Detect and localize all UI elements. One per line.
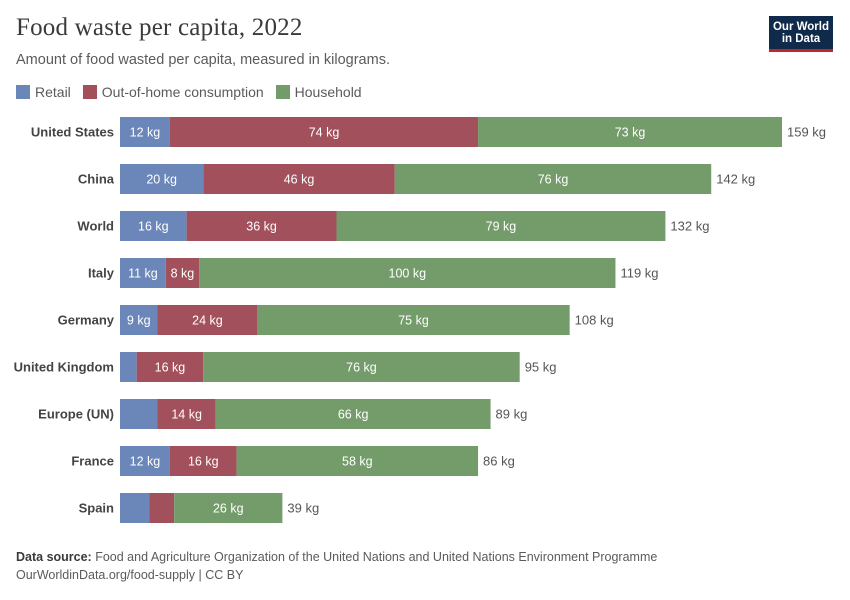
segment-label-china-out-of-home-consumption: 46 kg bbox=[284, 173, 315, 187]
bar-world-household[interactable] bbox=[336, 211, 666, 241]
legend-swatch-out-of-home bbox=[82, 85, 97, 99]
segment-label-china-household: 76 kg bbox=[538, 173, 569, 187]
legend: Retail Out-of-home consumption Household bbox=[16, 84, 374, 100]
bar-united-kingdom-household[interactable] bbox=[203, 352, 520, 382]
bar-france-out-of-home-consumption[interactable] bbox=[169, 446, 237, 476]
segment-label-france-retail: 12 kg bbox=[130, 455, 161, 469]
segment-label-united-kingdom-household: 76 kg bbox=[346, 361, 377, 375]
chart-subtitle: Amount of food wasted per capita, measur… bbox=[16, 52, 390, 68]
legend-label-household: Household bbox=[294, 84, 362, 100]
bar-italy-out-of-home-consumption[interactable] bbox=[165, 258, 200, 288]
bar-china-retail[interactable] bbox=[120, 164, 204, 194]
segment-label-europe-un-out-of-home-consumption: 14 kg bbox=[171, 408, 202, 422]
category-label-italy: Italy bbox=[88, 266, 115, 281]
total-label-france: 86 kg bbox=[483, 454, 515, 469]
segment-label-united-states-out-of-home-consumption: 74 kg bbox=[309, 126, 340, 140]
footer: Data source: Food and Agriculture Organi… bbox=[16, 548, 657, 584]
bar-china-out-of-home-consumption[interactable] bbox=[203, 164, 395, 194]
total-label-europe-un: 89 kg bbox=[496, 407, 528, 422]
bar-germany-retail[interactable] bbox=[120, 305, 158, 335]
segment-label-germany-out-of-home-consumption: 24 kg bbox=[192, 314, 223, 328]
bar-europe-un-household[interactable] bbox=[215, 399, 491, 429]
bar-germany-household[interactable] bbox=[257, 305, 570, 335]
segment-label-united-kingdom-out-of-home-consumption: 16 kg bbox=[155, 361, 186, 375]
segment-label-italy-out-of-home-consumption: 8 kg bbox=[171, 267, 195, 281]
bar-germany-out-of-home-consumption[interactable] bbox=[157, 305, 258, 335]
bar-china-household[interactable] bbox=[394, 164, 712, 194]
bar-united-states-out-of-home-consumption[interactable] bbox=[169, 117, 479, 147]
segment-label-italy-retail: 11 kg bbox=[128, 267, 158, 281]
total-label-germany: 108 kg bbox=[575, 313, 614, 328]
legend-item-household[interactable]: Household bbox=[275, 84, 362, 100]
segment-label-united-states-household: 73 kg bbox=[615, 126, 646, 140]
bar-italy-retail[interactable] bbox=[120, 258, 166, 288]
segment-label-china-retail: 20 kg bbox=[146, 173, 177, 187]
bar-spain-retail[interactable] bbox=[120, 493, 150, 523]
data-source-label: Data source: bbox=[16, 550, 92, 564]
segment-label-germany-household: 75 kg bbox=[398, 314, 429, 328]
logo-line-1: Our World bbox=[772, 21, 829, 33]
stacked-bar-chart: United States 12 kg 74 kg 73 kg 159 kg China 2… bbox=[14, 117, 826, 523]
total-label-china: 142 kg bbox=[716, 172, 755, 187]
bar-france-household[interactable] bbox=[236, 446, 479, 476]
owid-logo[interactable]: Our World in Data bbox=[769, 16, 833, 52]
bar-united-states-retail[interactable] bbox=[120, 117, 170, 147]
legend-swatch-retail bbox=[16, 85, 30, 99]
total-label-italy: 119 kg bbox=[620, 266, 658, 281]
bar-world-retail[interactable] bbox=[120, 211, 187, 241]
segment-label-united-states-retail: 12 kg bbox=[130, 126, 161, 140]
total-label-world: 132 kg bbox=[670, 219, 709, 234]
legend-item-retail[interactable]: Retail bbox=[16, 84, 71, 100]
legend-swatch-household bbox=[275, 85, 290, 99]
data-source-line: Data source: Food and Agriculture Organi… bbox=[16, 548, 657, 566]
category-label-china: China bbox=[78, 172, 115, 187]
category-label-spain: Spain bbox=[79, 501, 114, 516]
category-label-europe-un: Europe (UN) bbox=[38, 407, 114, 422]
bar-europe-un-retail[interactable] bbox=[120, 399, 158, 429]
category-label-united-kingdom: United Kingdom bbox=[14, 360, 114, 375]
total-label-united-states: 159 kg bbox=[787, 125, 826, 140]
bar-europe-un-out-of-home-consumption[interactable] bbox=[157, 399, 216, 429]
total-label-spain: 39 kg bbox=[287, 501, 319, 516]
total-label-united-kingdom: 95 kg bbox=[525, 360, 557, 375]
segment-label-world-retail: 16 kg bbox=[138, 220, 169, 234]
category-label-france: France bbox=[71, 454, 114, 469]
data-source-text: Food and Agriculture Organization of the… bbox=[95, 550, 658, 564]
legend-label-retail: Retail bbox=[35, 84, 71, 100]
segment-label-world-household: 79 kg bbox=[486, 220, 517, 234]
bar-united-kingdom-retail[interactable] bbox=[120, 352, 137, 382]
legend-label-out-of-home: Out-of-home consumption bbox=[101, 84, 264, 100]
segment-label-spain-household: 26 kg bbox=[213, 502, 244, 516]
segment-label-world-out-of-home-consumption: 36 kg bbox=[246, 220, 277, 234]
category-label-germany: Germany bbox=[58, 313, 115, 328]
segment-label-france-out-of-home-consumption: 16 kg bbox=[188, 455, 219, 469]
bar-france-retail[interactable] bbox=[120, 446, 170, 476]
chart-title: Food waste per capita, 2022 bbox=[16, 14, 303, 41]
legend-item-out-of-home[interactable]: Out-of-home consumption bbox=[82, 84, 264, 100]
segment-label-france-household: 58 kg bbox=[342, 455, 373, 469]
bar-spain-out-of-home-consumption[interactable] bbox=[149, 493, 175, 523]
segment-label-italy-household: 100 kg bbox=[389, 267, 427, 281]
bar-italy-household[interactable] bbox=[199, 258, 616, 288]
segment-label-germany-retail: 9 kg bbox=[127, 314, 151, 328]
bar-spain-household[interactable] bbox=[174, 493, 283, 523]
bar-united-kingdom-out-of-home-consumption[interactable] bbox=[136, 352, 204, 382]
bar-united-states-household[interactable] bbox=[478, 117, 782, 147]
footer-url[interactable]: OurWorldinData.org/food-supply | CC BY bbox=[16, 568, 244, 582]
bar-world-out-of-home-consumption[interactable] bbox=[186, 211, 337, 241]
category-label-world: World bbox=[77, 219, 114, 234]
logo-line-2: in Data bbox=[781, 33, 821, 45]
category-label-united-states: United States bbox=[31, 125, 114, 140]
segment-label-europe-un-household: 66 kg bbox=[338, 408, 369, 422]
